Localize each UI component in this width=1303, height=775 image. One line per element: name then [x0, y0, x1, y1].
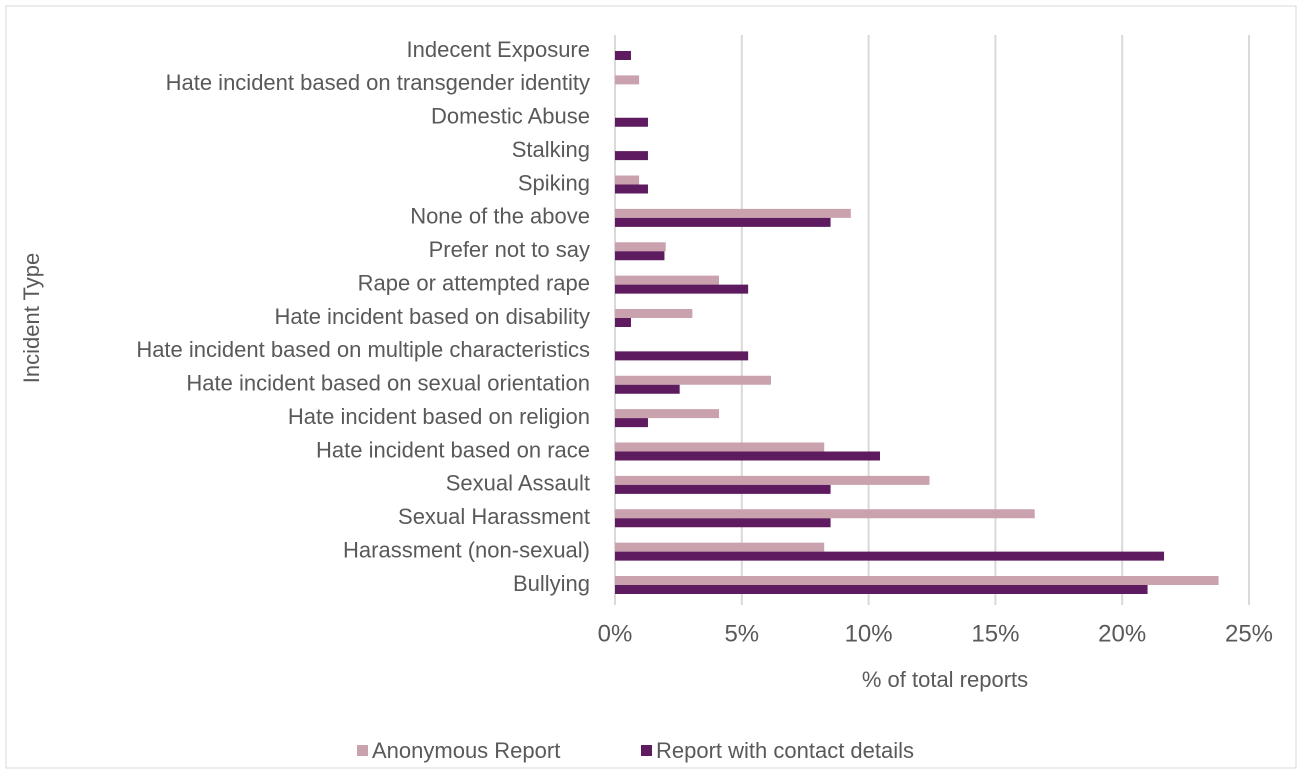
bar: [615, 518, 831, 528]
y-tick-label: Hate incident based on transgender ident…: [166, 70, 590, 95]
y-tick-label: Domestic Abuse: [431, 104, 590, 129]
y-tick-label: Harassment (non-sexual): [343, 537, 590, 562]
y-tick-label: Prefer not to say: [429, 237, 590, 262]
y-tick-label: Bullying: [513, 571, 590, 596]
x-tick-label: 0%: [598, 620, 633, 647]
bar: [615, 284, 749, 294]
bar: [615, 175, 640, 185]
bar: [615, 384, 680, 394]
y-tick-label: Indecent Exposure: [407, 37, 590, 62]
y-tick-label: Hate incident based on disability: [274, 304, 590, 329]
y-tick-label: None of the above: [410, 204, 590, 229]
bar: [615, 351, 749, 361]
y-tick-label: Hate incident based on religion: [288, 404, 590, 429]
bar: [615, 442, 825, 452]
bar: [615, 484, 831, 494]
bar: [615, 585, 1148, 594]
legend-label: Anonymous Report: [372, 738, 560, 763]
y-tick-label: Spiking: [518, 170, 590, 195]
bar: [615, 217, 831, 227]
legend-swatch: [357, 745, 368, 756]
bar: [615, 418, 648, 428]
bar: [615, 409, 719, 419]
bar: [615, 551, 1165, 561]
y-tick-label: Sexual Harassment: [398, 504, 590, 529]
bar: [615, 576, 1219, 585]
bar: [615, 375, 771, 385]
bar: [615, 451, 881, 461]
bar: [615, 475, 930, 485]
y-tick-label: Sexual Assault: [446, 471, 590, 496]
bar: [615, 117, 648, 127]
x-tick-label: 25%: [1225, 620, 1273, 647]
bar: [615, 51, 631, 60]
bar: [615, 151, 648, 161]
y-axis-title: Incident Type: [19, 253, 44, 383]
x-tick-label: 20%: [1098, 620, 1146, 647]
bar: [615, 509, 1035, 519]
x-tick-label: 10%: [845, 620, 893, 647]
bar: [615, 251, 665, 261]
y-tick-label: Hate incident based on sexual orientatio…: [186, 371, 590, 396]
y-tick-label: Hate incident based on multiple characte…: [136, 337, 590, 362]
bar: [615, 542, 825, 552]
bar: [615, 208, 851, 218]
x-tick-label: 15%: [971, 620, 1019, 647]
x-axis-title: % of total reports: [862, 667, 1028, 692]
y-tick-label: Stalking: [512, 137, 590, 162]
bar: [615, 184, 648, 194]
y-tick-label: Hate incident based on race: [316, 437, 590, 462]
bar: [615, 75, 640, 85]
legend-swatch: [641, 745, 652, 756]
bar: [615, 318, 631, 327]
bar: [615, 242, 666, 252]
bar: [615, 309, 693, 318]
x-tick-label: 5%: [724, 620, 759, 647]
legend-label: Report with contact details: [656, 738, 914, 763]
y-tick-label: Rape or attempted rape: [358, 270, 590, 295]
bar: [615, 275, 719, 285]
